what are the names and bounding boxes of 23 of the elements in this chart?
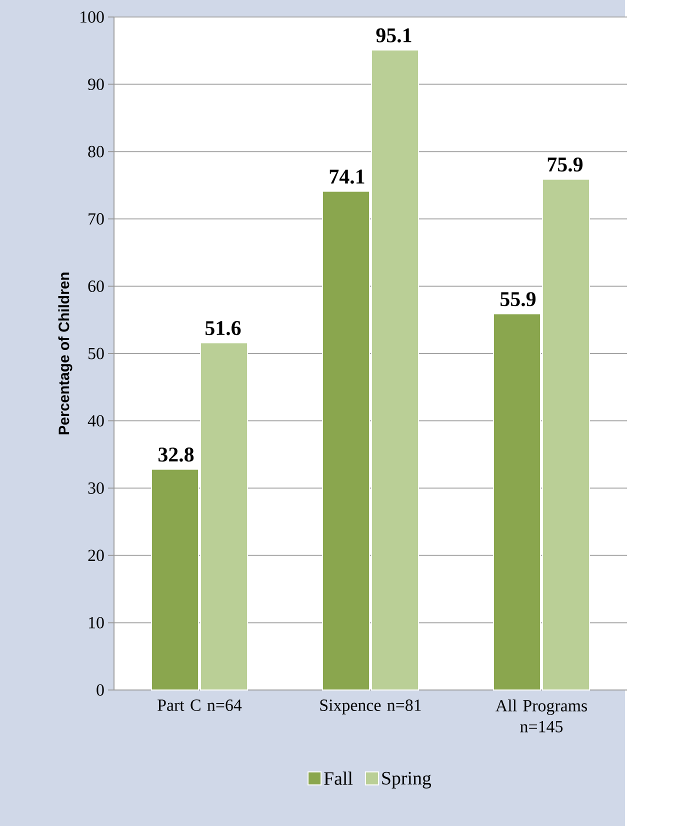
x-tick-label: Part C n=64 xyxy=(157,700,242,711)
y-tick-label: 30 xyxy=(88,482,104,494)
legend-label: Fall xyxy=(324,772,352,785)
data-label: 75.9 xyxy=(548,158,582,172)
y-tick-label: 100 xyxy=(80,11,104,23)
y-tick-label: 40 xyxy=(88,415,104,427)
y-tick-label: 90 xyxy=(88,78,104,90)
data-label: 32.8 xyxy=(158,448,194,462)
legend-label: Spring xyxy=(382,772,431,788)
x-tick-label: All Programs n=145 xyxy=(495,700,587,732)
y-tick-label: 0 xyxy=(96,684,104,696)
y-tick-label: 60 xyxy=(88,280,104,292)
y-tick-label: 50 xyxy=(88,348,104,360)
y-tick-label: 70 xyxy=(88,213,104,225)
data-label: 51.6 xyxy=(205,321,241,336)
data-label: 74.1 xyxy=(330,170,364,184)
data-label: 95.1 xyxy=(376,28,412,42)
x-tick-label: Sixpence n=81 xyxy=(320,700,421,714)
y-tick-label: 80 xyxy=(88,146,104,158)
y-tick-label: 10 xyxy=(88,616,104,628)
y-axis-title: Percentage of Children xyxy=(58,272,72,434)
y-tick-label: 20 xyxy=(88,550,104,562)
data-label: 55.9 xyxy=(500,292,536,306)
